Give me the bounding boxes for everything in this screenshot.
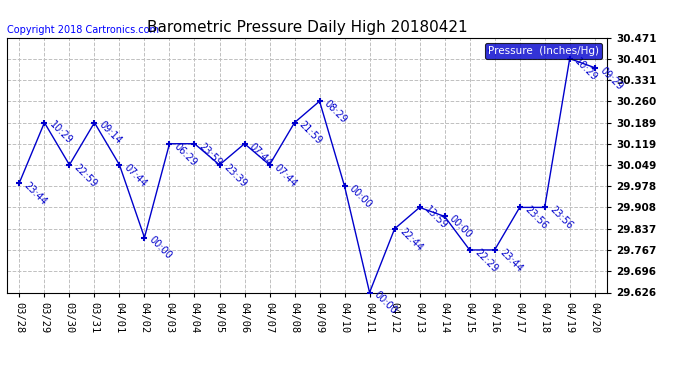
Text: 23:44: 23:44 bbox=[22, 180, 49, 207]
Text: 23:56: 23:56 bbox=[547, 205, 574, 231]
Text: 10:29: 10:29 bbox=[573, 56, 599, 82]
Text: 21:59: 21:59 bbox=[297, 120, 324, 147]
Text: 07:44: 07:44 bbox=[273, 162, 299, 189]
Text: 22:29: 22:29 bbox=[473, 247, 500, 274]
Text: 23:56: 23:56 bbox=[522, 205, 549, 231]
Text: 00:00: 00:00 bbox=[147, 235, 174, 261]
Text: 06:29: 06:29 bbox=[172, 141, 199, 168]
Text: 22:44: 22:44 bbox=[397, 226, 424, 253]
Text: 00:00: 00:00 bbox=[373, 290, 399, 316]
Text: 23:59: 23:59 bbox=[197, 141, 224, 168]
Text: 23:44: 23:44 bbox=[497, 247, 524, 274]
Text: 08:29: 08:29 bbox=[322, 98, 349, 125]
Text: 09:29: 09:29 bbox=[598, 65, 624, 92]
Title: Barometric Pressure Daily High 20180421: Barometric Pressure Daily High 20180421 bbox=[147, 20, 467, 35]
Text: 13:59: 13:59 bbox=[422, 205, 449, 231]
Text: Copyright 2018 Cartronics.com: Copyright 2018 Cartronics.com bbox=[7, 25, 159, 35]
Text: 22:59: 22:59 bbox=[72, 162, 99, 189]
Text: 00:00: 00:00 bbox=[347, 183, 374, 210]
Text: 07:44: 07:44 bbox=[122, 162, 149, 189]
Legend: Pressure  (Inches/Hg): Pressure (Inches/Hg) bbox=[485, 43, 602, 59]
Text: 10:29: 10:29 bbox=[47, 120, 74, 147]
Text: 07:44: 07:44 bbox=[247, 141, 274, 168]
Text: 00:00: 00:00 bbox=[447, 214, 474, 240]
Text: 23:39: 23:39 bbox=[222, 162, 249, 189]
Text: 09:14: 09:14 bbox=[97, 120, 124, 147]
